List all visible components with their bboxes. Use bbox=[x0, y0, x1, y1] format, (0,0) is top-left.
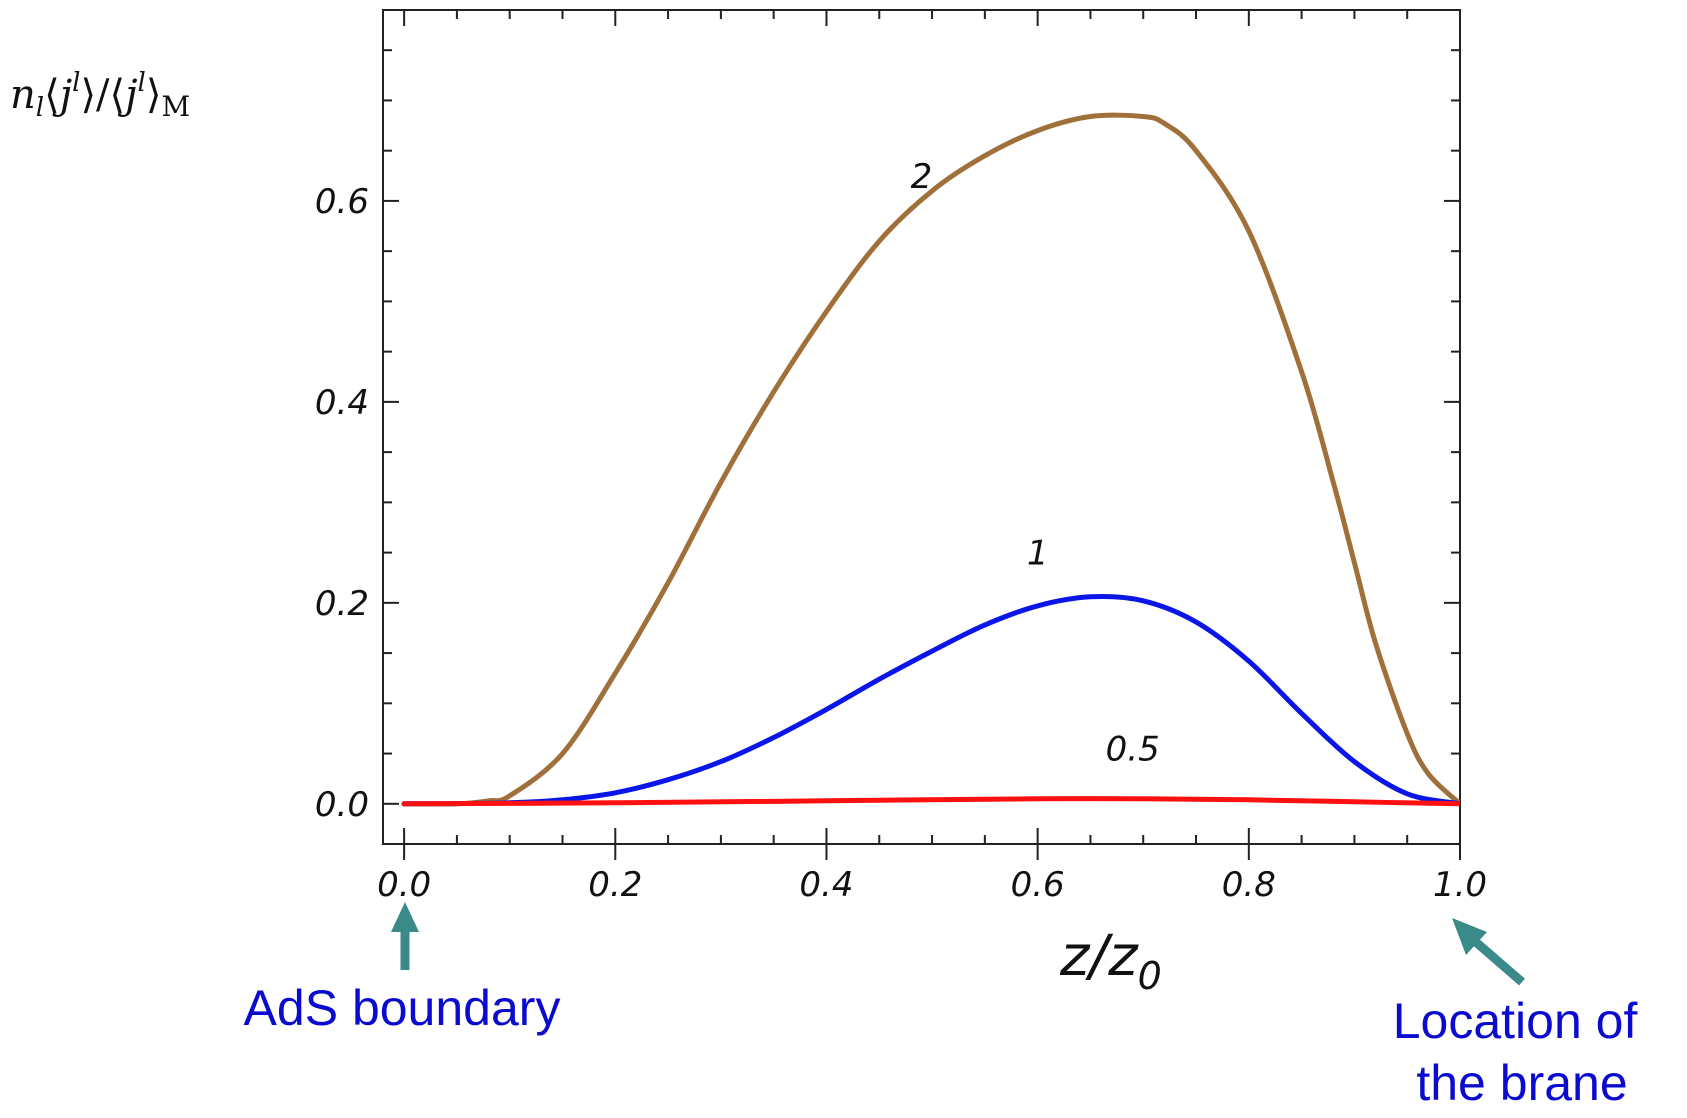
x-tick-label: 0.0 bbox=[377, 865, 431, 905]
y-title-lbr1: ⟨ bbox=[44, 72, 60, 118]
curve-label-1: 1 bbox=[1027, 534, 1049, 574]
series-line-2 bbox=[401, 112, 1460, 807]
ads-boundary-arrowhead bbox=[391, 902, 419, 932]
curve-label-2: 2 bbox=[911, 157, 933, 197]
x-tick-label: 1.0 bbox=[1433, 865, 1487, 905]
curve-label-0.5: 0.5 bbox=[1106, 730, 1160, 770]
x-tick-label: 0.2 bbox=[588, 865, 642, 905]
y-title-sup2: l bbox=[138, 68, 146, 98]
ads-boundary-arrow bbox=[391, 902, 419, 970]
series-line-1 bbox=[401, 593, 1460, 807]
y-title-lbr2: ⟨ bbox=[110, 72, 126, 118]
x-tick-label: 0.8 bbox=[1222, 865, 1276, 905]
brane-location-line1: Location of bbox=[1393, 993, 1638, 1049]
x-tick-label: 0.6 bbox=[1011, 865, 1065, 905]
plot-frame bbox=[382, 9, 1461, 845]
brane-location-label: Location of the brane bbox=[1393, 993, 1652, 1111]
y-title-sub: M bbox=[161, 90, 190, 123]
y-title-base: n bbox=[10, 72, 36, 118]
curve-labels: 210.5 bbox=[911, 157, 1160, 770]
ads-boundary-label: AdS boundary bbox=[244, 980, 561, 1036]
axis-ticks bbox=[383, 10, 1461, 860]
y-axis-title: nl⟨jl⟩/⟨jl⟩M bbox=[10, 68, 190, 123]
y-tick-label: 0.0 bbox=[315, 785, 369, 825]
axis-tick-labels: 0.0 0.2 0.4 0.6 0.8 1.0 0.0 0.2 0.4 0.6 bbox=[315, 182, 1487, 905]
data-curves bbox=[401, 112, 1460, 807]
series-line-0.5 bbox=[401, 796, 1460, 807]
y-title-sup1: l bbox=[72, 68, 80, 98]
y-tick-label: 0.2 bbox=[315, 584, 369, 624]
y-tick-label: 0.4 bbox=[315, 383, 369, 423]
x-title-sub: 0 bbox=[1138, 954, 1162, 998]
brane-location-arrow bbox=[1452, 918, 1525, 986]
brane-arrowhead bbox=[1452, 918, 1487, 955]
x-tick-label: 0.4 bbox=[799, 865, 853, 905]
brane-location-line2: the brane bbox=[1416, 1055, 1627, 1111]
y-title-slash: / bbox=[96, 72, 110, 118]
x-title-base: z/z bbox=[1059, 924, 1139, 989]
y-title-base-sub: l bbox=[36, 93, 44, 123]
brane-arrow-shaft bbox=[1467, 933, 1525, 986]
y-title-rbr2: ⟩ bbox=[146, 72, 162, 118]
y-title-rbr1: ⟩ bbox=[80, 72, 96, 118]
x-axis-title: z/z0 bbox=[1059, 924, 1162, 998]
y-tick-label: 0.6 bbox=[315, 182, 369, 222]
